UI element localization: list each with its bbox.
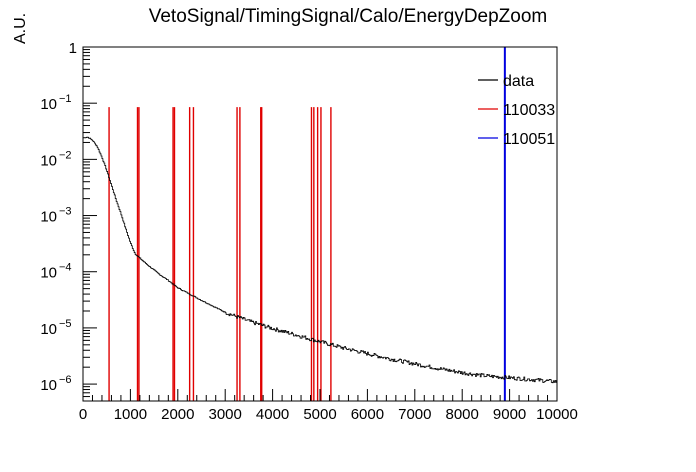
series-data-line [83, 136, 557, 384]
y-tick-label: 10 [40, 96, 57, 113]
x-tick-label: 8000 [446, 406, 479, 423]
y-tick-label: 10 [40, 152, 57, 169]
y-tick-exponent: −1 [59, 93, 72, 105]
y-tick-label: 10 [40, 321, 57, 338]
y-tick-label: 10 [40, 377, 57, 394]
x-tick-label: 9000 [493, 406, 526, 423]
chart-title: VetoSignal/TimingSignal/Calo/EnergyDepZo… [148, 6, 548, 27]
legend-label-data: data [503, 73, 534, 90]
x-tick-label: 6000 [351, 406, 384, 423]
y-tick-exponent: −3 [59, 206, 72, 218]
y-tick-exponent: −6 [59, 374, 72, 386]
x-tick-label: 3000 [209, 406, 242, 423]
x-tick-label: 1000 [114, 406, 147, 423]
x-tick-label: 10000 [536, 406, 578, 423]
y-tick-exponent: −2 [59, 149, 72, 161]
y-tick-label: 1 [69, 40, 77, 57]
x-tick-label: 2000 [161, 406, 194, 423]
x-tick-label: 0 [79, 406, 87, 423]
y-tick-label: 10 [40, 209, 57, 226]
x-tick-label: 5000 [303, 406, 336, 423]
y-tick-exponent: −4 [59, 262, 72, 274]
x-tick-label: 7000 [398, 406, 431, 423]
y-tick-label: 10 [40, 265, 57, 282]
legend-label-110051: 110051 [503, 131, 555, 148]
plot-frame [82, 46, 558, 402]
legend-label-110033: 110033 [503, 102, 555, 119]
y-tick-exponent: −5 [59, 318, 72, 330]
x-tick-label: 4000 [256, 406, 289, 423]
